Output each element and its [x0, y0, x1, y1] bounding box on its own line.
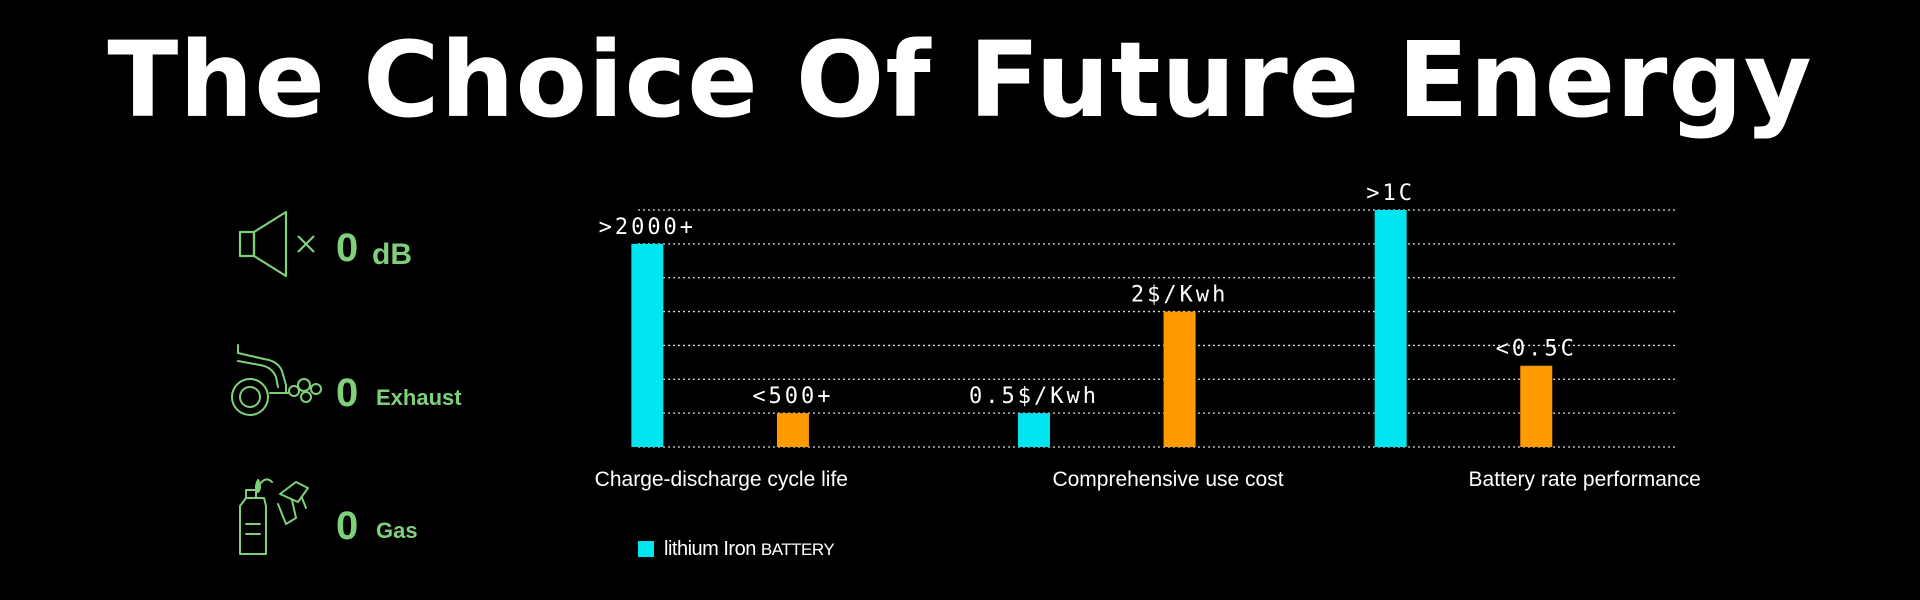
legend-label-small: BATTERY	[760, 540, 835, 559]
bar-comparison	[1520, 365, 1553, 447]
chart-legend: lithium Iron BATTERY	[638, 538, 835, 561]
category-label: Charge-discharge cycle life	[595, 468, 848, 491]
legend-swatch-lithium	[638, 541, 654, 557]
stat-gas-value: 0	[336, 504, 359, 548]
stat-noise-unit: dB	[372, 238, 412, 271]
bar-lithium	[1374, 210, 1407, 447]
car-exhaust-icon	[231, 344, 322, 416]
data-label: 2$/Kwh	[1131, 283, 1228, 308]
data-label: >1C	[1366, 181, 1415, 206]
data-label: <0.5C	[1496, 337, 1577, 362]
fuel-nozzle-icon	[239, 478, 309, 555]
stat-noise-value: 0	[336, 226, 359, 270]
data-label: >2000+	[599, 215, 696, 240]
bar-lithium	[631, 243, 664, 447]
stat-exhaust-value: 0	[336, 371, 359, 415]
bar-comparison	[776, 413, 809, 447]
bar-comparison	[1163, 311, 1196, 447]
bar-lithium	[1018, 413, 1050, 447]
page-title: The Choice Of Future Energy	[107, 19, 1813, 141]
data-label: <500+	[752, 384, 833, 409]
stat-gas-unit: Gas	[376, 518, 418, 543]
speaker-muted-icon	[238, 210, 315, 278]
category-label: Comprehensive use cost	[1052, 468, 1283, 491]
category-label: Battery rate performance	[1469, 468, 1701, 491]
legend-label-main: lithium Iron	[664, 538, 761, 560]
stat-exhaust-unit: Exhaust	[376, 385, 462, 410]
data-label: 0.5$/Kwh	[969, 384, 1099, 409]
